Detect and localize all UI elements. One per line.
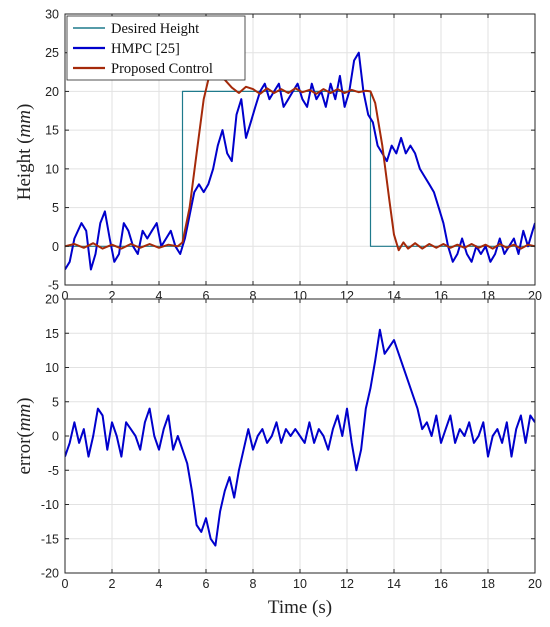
error-x-tick-label: 2	[109, 577, 116, 591]
height-y-tick-label: 0	[52, 240, 59, 254]
error-x-tick-label: 10	[293, 577, 307, 591]
height-series-group	[65, 51, 535, 271]
legend: Desired Height HMPC [25] Proposed Control	[66, 15, 246, 81]
error-y-tick-label: 5	[52, 395, 59, 409]
error-x-tick-label: 12	[340, 577, 354, 591]
height-axis-label-unit: mm	[14, 110, 35, 137]
error-y-tick-label: 20	[45, 293, 59, 307]
error-x-tick-label: 0	[62, 577, 69, 591]
series-line-hmpc-25	[65, 51, 535, 271]
height-plot-series	[65, 51, 535, 271]
height-x-tick-label: 6	[203, 289, 210, 303]
error-axis-label-text: error	[14, 437, 35, 475]
error-x-tick-label: 6	[203, 577, 210, 591]
error-x-tick-label: 20	[528, 577, 542, 591]
height-y-tick-label: -5	[48, 279, 59, 293]
height-y-tick-label: 30	[45, 8, 59, 22]
height-x-tick-label: 4	[156, 289, 163, 303]
error-y-tick-label: 15	[45, 327, 59, 341]
error-x-tick-label: 4	[156, 577, 163, 591]
error-y-tick-label: -5	[48, 464, 59, 478]
series-line-error	[65, 328, 535, 547]
height-axis-label: Height (mm)	[14, 104, 35, 201]
error-y-tick-label: -15	[41, 532, 59, 546]
error-x-tick-label: 8	[250, 577, 257, 591]
error-plot: 0 2 4 6 8 10 12 14 16 18 20 -20 -15 -10 -5 0 5 10 15 20 err…	[14, 293, 542, 619]
error-y-tick-label: 0	[52, 430, 59, 444]
height-x-tick-label: 0	[62, 289, 69, 303]
height-axis-label-text: Height	[14, 148, 35, 200]
error-series-group	[65, 328, 535, 547]
height-x-tick-label: 8	[250, 289, 257, 303]
error-axis-label-unit: mm	[14, 404, 35, 431]
error-y-tick-label: -10	[41, 498, 59, 512]
error-x-tick-label: 14	[387, 577, 401, 591]
height-x-tick-label: 2	[109, 289, 116, 303]
height-y-tick-label: 15	[45, 124, 59, 138]
error-x-tick-label: 16	[434, 577, 448, 591]
error-y-tick-label: -20	[41, 567, 59, 581]
legend-label-hmpc-25: HMPC [25]	[111, 41, 180, 57]
height-y-tick-label: 20	[45, 85, 59, 99]
series-line-proposed-control	[65, 74, 535, 252]
error-x-tick-label: 18	[481, 577, 495, 591]
legend-label-desired-height: Desired Height	[111, 21, 199, 37]
error-axis-label: error(mm)	[14, 397, 35, 474]
error-plot-series	[65, 328, 535, 547]
height-y-tick-label: 25	[45, 46, 59, 60]
legend-label-proposed-control: Proposed Control	[111, 61, 213, 77]
height-y-tick-label: 5	[52, 201, 59, 215]
time-axis-label: Time (s)	[268, 597, 332, 618]
error-y-tick-label: 10	[45, 361, 59, 375]
error-plot-ticks: 0 2 4 6 8 10 12 14 16 18 20 -20 -15 -10 -5 0 5 10 15 20	[41, 293, 542, 592]
height-y-tick-label: 10	[45, 162, 59, 176]
